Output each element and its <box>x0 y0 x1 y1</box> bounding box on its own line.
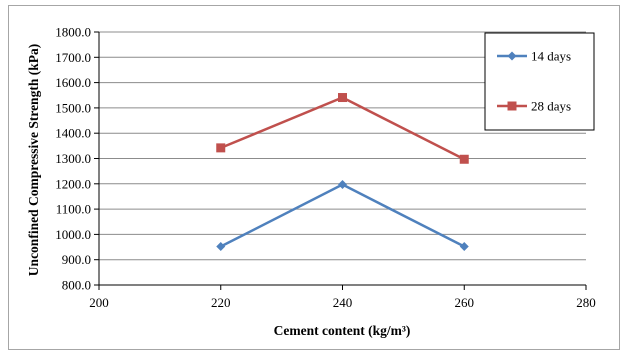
line-chart: 800.0 900.0 1000.0 1100.0 1200.0 1300.0 1400.0… <box>26 25 596 339</box>
data-point-28-days <box>459 154 469 164</box>
legend: 14 days 28 days <box>484 32 595 131</box>
legend-label-28-days: 28 days <box>531 99 571 114</box>
y-axis-title: Unconfined Compressive Strength (kPa) <box>26 44 41 276</box>
y-tick-label: 900.0 <box>62 252 91 267</box>
x-tick-label: 240 <box>333 295 353 310</box>
x-tick-label: 220 <box>211 295 231 310</box>
data-point-28-days <box>338 93 347 103</box>
x-axis-title: Cement content (kg/m³) <box>274 323 411 338</box>
y-tick-label: 1100.0 <box>56 202 91 217</box>
y-tick-label: 1000.0 <box>55 227 91 242</box>
y-tick-label: 800.0 <box>62 278 91 293</box>
x-tick-label: 260 <box>455 295 475 310</box>
y-tick-label: 1200.0 <box>55 176 91 191</box>
legend-marker-28-days <box>507 101 517 111</box>
axes: 800.0 900.0 1000.0 1100.0 1200.0 1300.0 1400.0… <box>55 25 596 311</box>
y-tick-label: 1300.0 <box>55 151 91 166</box>
data-point-14-days <box>216 242 226 252</box>
x-tick-label: 280 <box>576 295 596 310</box>
legend-label-14-days: 14 days <box>531 49 571 64</box>
data-point-14-days <box>338 180 347 190</box>
y-tick-label: 1400.0 <box>55 126 91 141</box>
legend-box <box>484 32 595 131</box>
y-tick-label: 1500.0 <box>55 100 91 115</box>
series-layer <box>216 93 469 252</box>
data-point-14-days <box>459 242 469 252</box>
y-tick-label: 1600.0 <box>55 75 91 90</box>
x-tick-label: 200 <box>89 295 109 310</box>
data-point-28-days <box>216 143 226 153</box>
legend-marker-14-days <box>507 51 517 61</box>
y-tick-label: 1800.0 <box>55 25 91 40</box>
series-line-14-days <box>220 183 465 248</box>
series-line-28-days <box>220 96 465 161</box>
y-tick-label: 1700.0 <box>55 50 91 65</box>
